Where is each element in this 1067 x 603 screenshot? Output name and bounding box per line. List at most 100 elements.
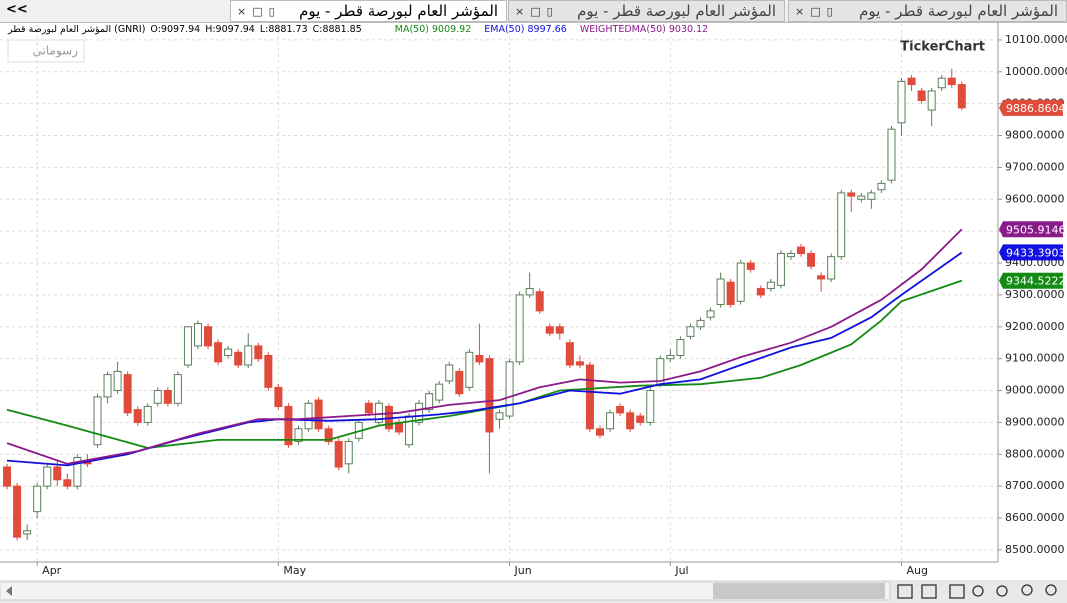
candle-body — [817, 275, 826, 280]
x-tick-label: Aug — [907, 564, 928, 577]
candle-body — [163, 390, 172, 404]
y-tick-label: 9100.0000 — [1005, 352, 1065, 365]
candle-body — [716, 278, 725, 305]
legend-entry: EMA(50) 8997.66 — [484, 24, 567, 35]
tab-icon[interactable]: □ — [810, 4, 821, 18]
ma-tag — [1003, 272, 1063, 289]
candle-body — [877, 182, 886, 191]
tab[interactable]: × □ ▯ المؤشر العام لبورصة قطر - يوم — [508, 0, 785, 22]
candle-body — [545, 326, 554, 334]
candle-body — [294, 428, 303, 443]
candle-body — [766, 281, 775, 290]
candle-body — [43, 466, 52, 487]
y-tick-label: 8700.0000 — [1005, 479, 1065, 492]
ma-tag-pointer — [999, 221, 1003, 238]
candle-body — [927, 90, 936, 111]
candle-body — [847, 192, 856, 197]
candle-body — [113, 370, 122, 392]
legend-entry: WEIGHTEDMA(50) 9030.12 — [580, 24, 708, 35]
y-tick-label: 9700.0000 — [1005, 160, 1065, 173]
candle-body — [274, 386, 283, 407]
tab[interactable]: × □ ▯ المؤشر العام لبورصة قطر - يوم — [230, 0, 507, 22]
drawings-button-label[interactable]: رسوماتي — [33, 44, 79, 59]
tool-icon[interactable] — [897, 584, 913, 599]
candle-body — [193, 323, 202, 347]
tab-icon[interactable]: × — [237, 4, 247, 18]
candle-body — [183, 326, 192, 366]
candle-body — [224, 348, 233, 356]
zoom-out[interactable] — [1045, 584, 1057, 596]
candle-body — [565, 342, 574, 366]
candle-body — [3, 466, 12, 487]
candle-body — [897, 80, 906, 124]
candle-body — [324, 428, 333, 443]
tab-icon[interactable]: × — [795, 4, 805, 18]
candle-body — [867, 192, 876, 200]
candle-body — [485, 358, 494, 433]
tab-title: المؤشر العام لبورصة قطر - يوم — [577, 2, 776, 20]
candle-body — [425, 393, 434, 411]
candle-body — [435, 383, 444, 401]
y-tick-label: 8800.0000 — [1005, 447, 1065, 460]
bottom-toolbar — [0, 580, 1067, 603]
candle-body — [93, 396, 102, 446]
tab-title: المؤشر العام لبورصة قطر - يوم — [859, 2, 1058, 20]
x-tick-label: May — [283, 564, 306, 577]
tab-icon[interactable]: × — [515, 4, 525, 18]
scroll-thumb[interactable] — [713, 583, 885, 599]
candle-body — [626, 412, 635, 430]
tool-icon[interactable] — [921, 584, 937, 599]
symbol: المؤشر العام لبورصة قطر (GNRI) — [8, 24, 146, 35]
candle-body — [857, 195, 866, 200]
tabs-scroll[interactable]: << — [6, 2, 28, 17]
candle-body — [214, 342, 223, 363]
legend-name: EMA(50) — [484, 24, 525, 35]
price-tag-label: 9886.8604 — [1006, 102, 1066, 115]
candle-body — [837, 192, 846, 258]
grid — [0, 24, 998, 562]
y-tick-label: 9000.0000 — [1005, 384, 1065, 397]
logo: TickerChart — [900, 40, 985, 55]
zoom-in[interactable] — [1021, 584, 1033, 596]
tab-icon[interactable]: □ — [530, 4, 541, 18]
y-tick-label: 8900.0000 — [1005, 415, 1065, 428]
ohlc: O:9097.94 — [150, 24, 201, 35]
candle-body — [344, 441, 353, 465]
candle-body — [696, 319, 705, 328]
y-tick-label: 9800.0000 — [1005, 129, 1065, 142]
tab[interactable]: × □ ▯ المؤشر العام لبورصة قطر - يوم — [788, 0, 1067, 22]
tab-icon[interactable]: ▯ — [826, 4, 833, 18]
tab-icon[interactable]: ▯ — [268, 4, 275, 18]
candle-body — [746, 262, 755, 270]
candle-body — [555, 326, 564, 334]
candle-body — [73, 456, 82, 487]
y-tick-label: 9300.0000 — [1005, 288, 1065, 301]
candle-body — [807, 252, 816, 267]
price-tag — [1003, 99, 1063, 116]
scroll-left[interactable] — [6, 586, 12, 596]
legend-name: MA(50) — [394, 24, 429, 35]
candle-body — [786, 252, 795, 258]
tool-icon[interactable] — [972, 585, 984, 597]
ma-tag — [1003, 221, 1063, 238]
y-tick-label: 10000.0000 — [1005, 65, 1067, 78]
candle-body — [364, 402, 373, 414]
candle-body — [63, 479, 72, 487]
ma-tag — [1003, 244, 1063, 261]
legend-value: 9009.92 — [431, 24, 472, 35]
candle-body — [415, 402, 424, 423]
ohlc: L:8881.73 — [259, 24, 308, 35]
y-tick-label: 9200.0000 — [1005, 320, 1065, 333]
candle-body — [646, 390, 655, 423]
candle-body — [334, 441, 343, 468]
legend-value: 8997.66 — [527, 24, 567, 35]
tool-icon[interactable] — [949, 584, 965, 599]
drawings-button[interactable] — [7, 39, 85, 63]
tab-icon[interactable]: ▯ — [546, 4, 553, 18]
tool-icon[interactable] — [996, 585, 1008, 597]
tab-icon[interactable]: □ — [252, 4, 263, 18]
candle-body — [374, 402, 383, 423]
x-tick-label: Jun — [514, 564, 532, 577]
